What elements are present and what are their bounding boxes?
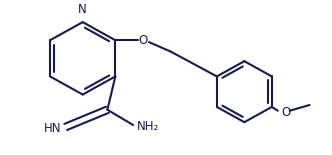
Text: HN: HN — [44, 122, 62, 135]
Text: NH₂: NH₂ — [137, 120, 159, 133]
Text: O: O — [282, 106, 291, 119]
Text: N: N — [78, 3, 87, 16]
Text: O: O — [138, 34, 148, 47]
